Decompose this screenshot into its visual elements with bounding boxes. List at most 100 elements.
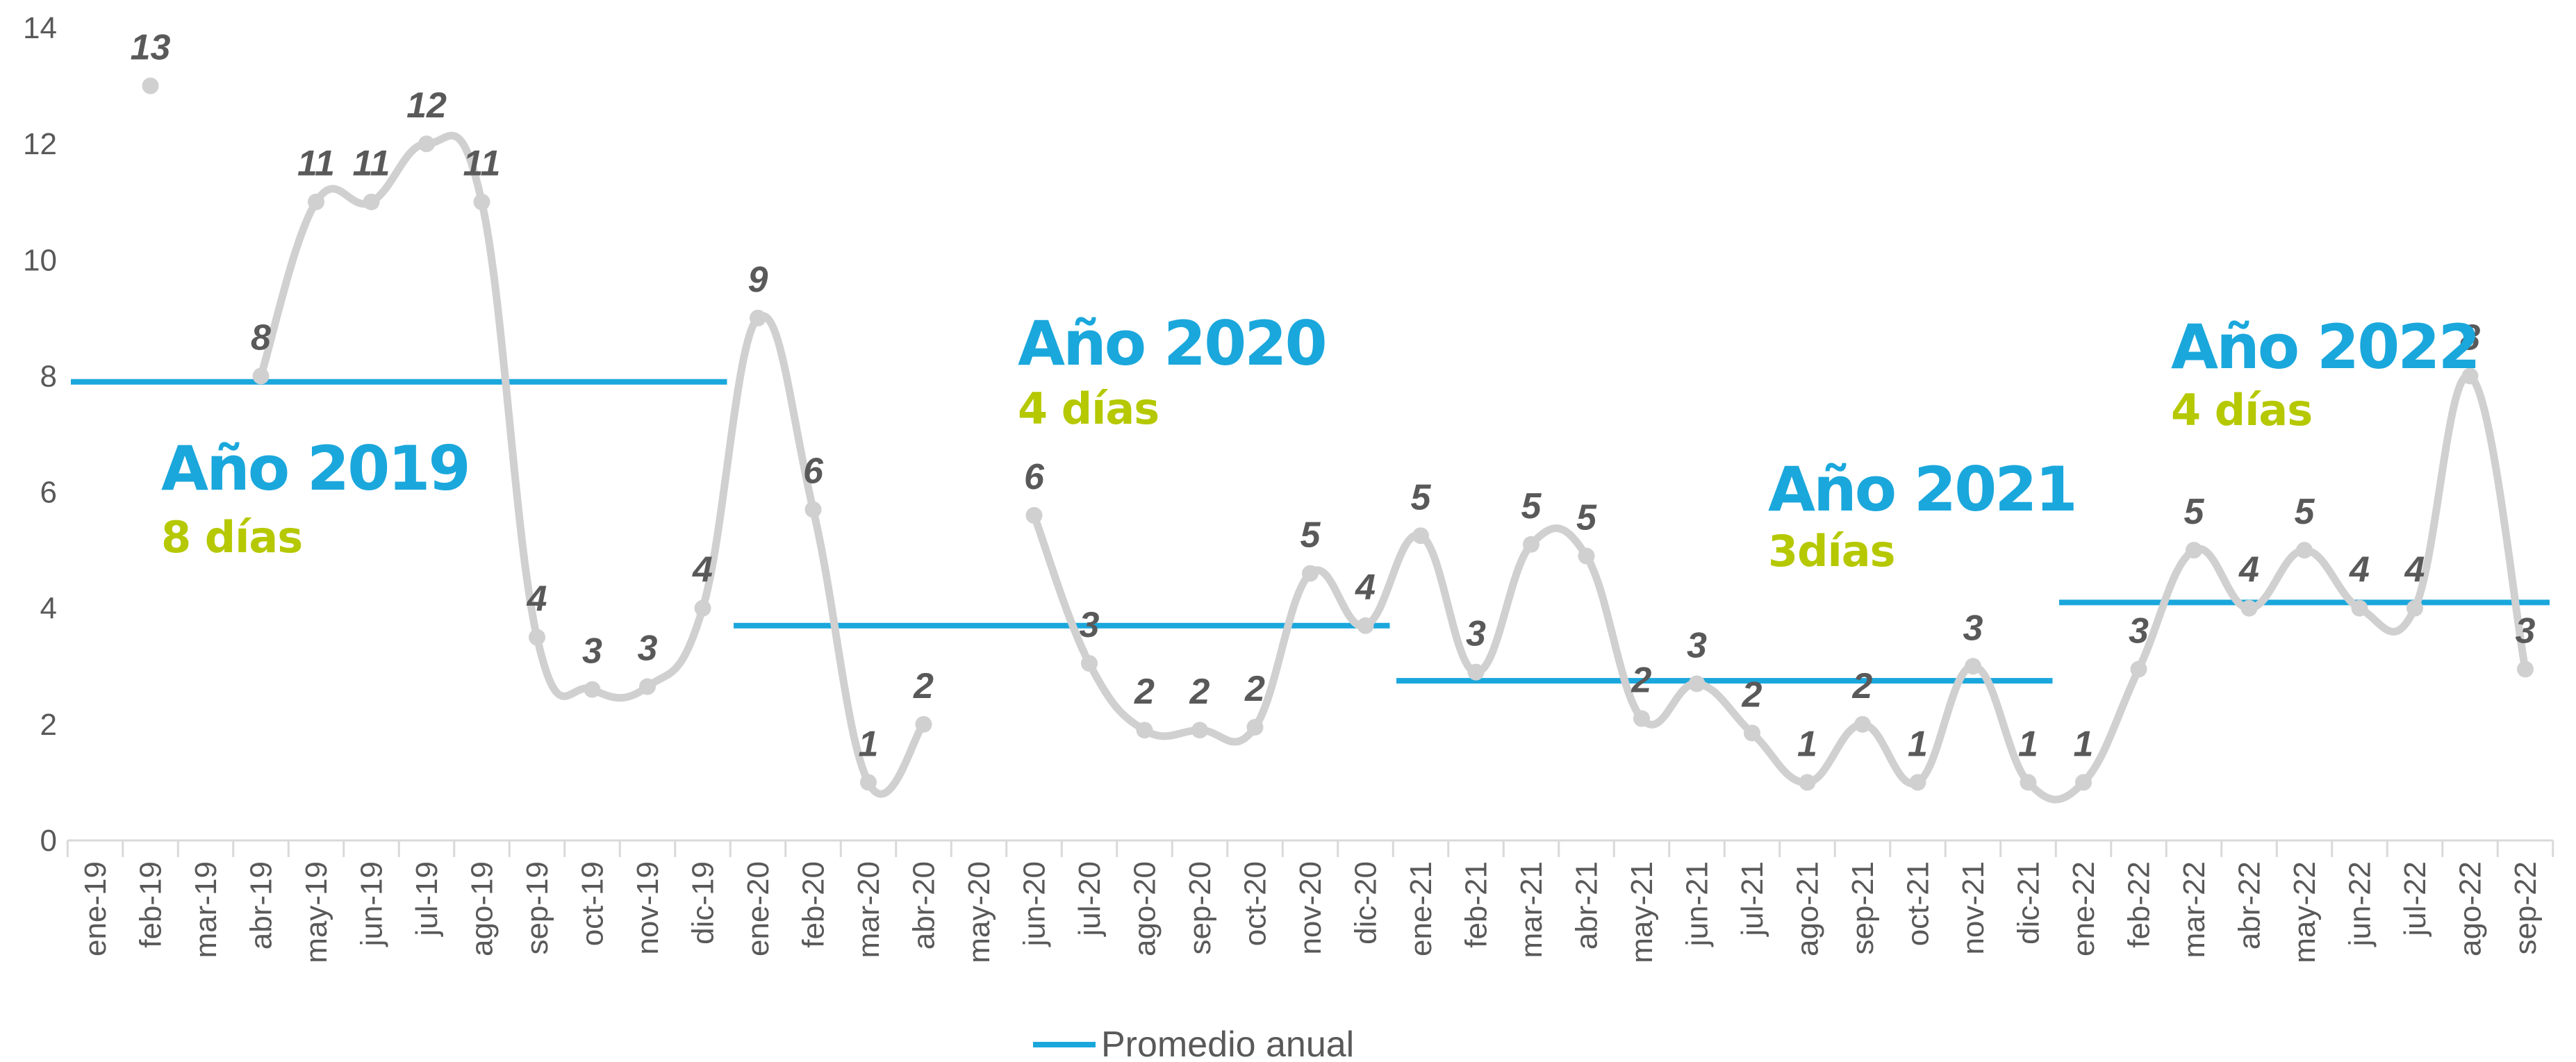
- x-tick-label: dic-20: [1349, 861, 1383, 945]
- data-point: [2461, 367, 2479, 385]
- data-point: [1191, 722, 1208, 739]
- data-point: [1302, 565, 1319, 582]
- data-label: 5: [1411, 477, 1432, 517]
- x-tick-label: abr-22: [2233, 861, 2267, 949]
- data-point: [1854, 715, 1871, 733]
- data-point: [2020, 774, 2037, 791]
- data-label: 3: [1963, 608, 1983, 648]
- data-point: [694, 599, 711, 617]
- data-label: 6: [803, 451, 824, 492]
- data-point: [1081, 655, 1098, 672]
- year-annotation-title: Año 2022: [2171, 311, 2479, 383]
- year-annotation-subtitle: 8 días: [161, 512, 302, 563]
- data-point: [1965, 658, 1981, 675]
- x-tick-label: oct-21: [1901, 861, 1935, 946]
- x-tick-label: dic-21: [2012, 861, 2046, 945]
- data-label: 4: [1355, 567, 1376, 608]
- x-tick-label: nov-20: [1294, 861, 1328, 955]
- data-label: 1: [2074, 724, 2094, 764]
- y-tick-label: 8: [40, 359, 57, 393]
- data-point: [750, 309, 766, 326]
- x-tick-label: ene-22: [2067, 861, 2101, 956]
- x-tick-label: ene-19: [79, 861, 113, 956]
- data-label: 13: [131, 28, 171, 68]
- data-point: [2406, 599, 2423, 617]
- x-tick-label: feb-22: [2122, 861, 2156, 948]
- data-point: [1025, 507, 1043, 524]
- data-point: [1357, 617, 1374, 634]
- data-label: 12: [406, 85, 447, 126]
- data-label: 6: [1024, 457, 1045, 497]
- x-tick-label: nov-21: [1956, 861, 1990, 955]
- x-tick-label: nov-19: [631, 861, 665, 955]
- data-point: [2240, 599, 2258, 617]
- x-axis: ene-19 feb-19 mar-19 abr-19 may-19 jun-19 jul-…: [66, 839, 2554, 963]
- data-label: 1: [2018, 724, 2038, 764]
- data-point: [529, 629, 545, 646]
- x-tick-label: jul-22: [2398, 861, 2432, 938]
- year-annotation-subtitle: 3días: [1768, 526, 1895, 576]
- data-point: [1467, 663, 1485, 681]
- year-annotation-subtitle: 4 días: [1018, 383, 1159, 434]
- x-tick-label: mar-22: [2177, 861, 2211, 958]
- x-tick-label: jun-21: [1681, 861, 1715, 947]
- x-tick-label: ago-20: [1128, 861, 1162, 956]
- data-label: 3: [638, 629, 658, 669]
- x-tick-label: abr-21: [1570, 861, 1604, 949]
- x-tick-label: oct-19: [576, 861, 610, 946]
- year-annotation-title: Año 2020: [1018, 308, 1326, 379]
- y-tick-label: 10: [23, 243, 57, 277]
- data-point: [363, 193, 380, 210]
- data-point: [915, 715, 932, 733]
- data-point: [142, 77, 159, 94]
- x-tick-label: may-20: [962, 861, 996, 963]
- x-tick-label: sep-21: [1846, 861, 1880, 955]
- x-tick-label: mar-20: [852, 861, 886, 958]
- x-tick-label: sep-20: [1183, 861, 1217, 955]
- x-tick-label: feb-21: [1460, 861, 1494, 948]
- data-point: [1909, 774, 1926, 791]
- data-point: [639, 678, 656, 695]
- data-label: 3: [1080, 605, 1100, 645]
- data-point: [473, 193, 490, 210]
- x-tick-label: dic-19: [686, 861, 720, 945]
- x-tick-label: mar-21: [1514, 861, 1549, 958]
- x-tick-label: jul-19: [410, 861, 444, 938]
- data-point: [418, 135, 435, 153]
- data-point: [804, 501, 822, 518]
- data-point: [1136, 722, 1153, 739]
- data-label: 8: [2460, 317, 2480, 358]
- data-label: 5: [2184, 492, 2205, 532]
- x-tick-label: feb-19: [134, 861, 168, 948]
- data-label: 4: [2349, 550, 2370, 590]
- data-point: [1688, 675, 1706, 692]
- data-point: [308, 193, 324, 210]
- annual-average-lines: [71, 379, 2550, 684]
- data-point: [2351, 599, 2368, 617]
- data-label: 1: [1908, 724, 1928, 764]
- data-point: [2075, 774, 2092, 791]
- data-label: 4: [2238, 550, 2259, 590]
- data-label: 8: [251, 317, 271, 358]
- data-label: 4: [2404, 550, 2425, 590]
- x-tick-label: mar-19: [189, 861, 223, 958]
- x-tick-label: feb-20: [797, 861, 831, 948]
- data-label: 2: [1852, 666, 1873, 706]
- monthly-days-series: [142, 77, 2534, 804]
- x-tick-label: jun-22: [2343, 861, 2377, 947]
- data-point: [2296, 542, 2313, 559]
- y-tick-label: 4: [40, 592, 57, 626]
- data-point: [1633, 710, 1650, 727]
- data-label: 2: [1189, 672, 1210, 712]
- legend-label: Promedio anual: [1101, 1024, 1354, 1062]
- data-point: [584, 681, 601, 698]
- data-label: 9: [748, 260, 768, 300]
- y-tick-label: 0: [40, 824, 57, 858]
- x-tick-label: ene-20: [741, 861, 775, 956]
- data-label: 5: [1576, 498, 1597, 538]
- data-point: [860, 774, 877, 791]
- y-tick-label: 12: [23, 127, 57, 161]
- x-tick-label: jun-20: [1018, 861, 1052, 947]
- data-label: 11: [353, 144, 390, 184]
